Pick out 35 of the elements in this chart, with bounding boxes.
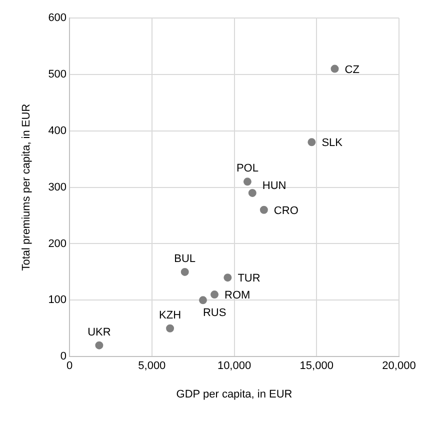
annotation: RUS bbox=[202, 307, 226, 320]
y-tick-label: 500 bbox=[48, 68, 67, 80]
point bbox=[210, 290, 219, 299]
point bbox=[198, 296, 207, 304]
y-tick-label: 400 bbox=[48, 124, 67, 137]
y-tick-label: 200 bbox=[48, 238, 67, 250]
y-tick-label: 600 bbox=[48, 12, 67, 24]
point bbox=[330, 64, 339, 73]
annotation: BUL bbox=[174, 252, 196, 265]
x-tick-label: 15,000 bbox=[300, 360, 334, 372]
annotation: SLK bbox=[322, 137, 344, 150]
x-tick-label: 20,000 bbox=[382, 360, 416, 372]
annotation: KZH bbox=[159, 309, 182, 322]
x-tick-label: 10,000 bbox=[217, 360, 252, 372]
annotation: POL bbox=[236, 162, 258, 175]
point bbox=[95, 341, 104, 350]
annotation: ROM bbox=[224, 290, 250, 302]
annotation: UKR bbox=[88, 326, 111, 338]
y-axis-title: Total premiums per capita, in EUR bbox=[20, 104, 33, 271]
x-tick-label: 5,000 bbox=[138, 360, 166, 372]
y-tick-label: 100 bbox=[48, 294, 67, 306]
annotation: CZ bbox=[344, 64, 360, 76]
point bbox=[248, 188, 256, 197]
point bbox=[260, 206, 268, 214]
y-tick-label: 0 bbox=[60, 350, 67, 363]
point bbox=[308, 138, 316, 146]
point bbox=[224, 274, 232, 282]
x-axis-title: GDP per capita, in EUR bbox=[176, 388, 292, 400]
annotation: HUN bbox=[262, 180, 286, 192]
point bbox=[180, 268, 189, 276]
point bbox=[243, 178, 252, 186]
annotation: CRO bbox=[274, 204, 299, 217]
point bbox=[166, 324, 174, 332]
y-tick-label: 300 bbox=[48, 181, 67, 194]
annotation: TUR bbox=[238, 272, 260, 285]
